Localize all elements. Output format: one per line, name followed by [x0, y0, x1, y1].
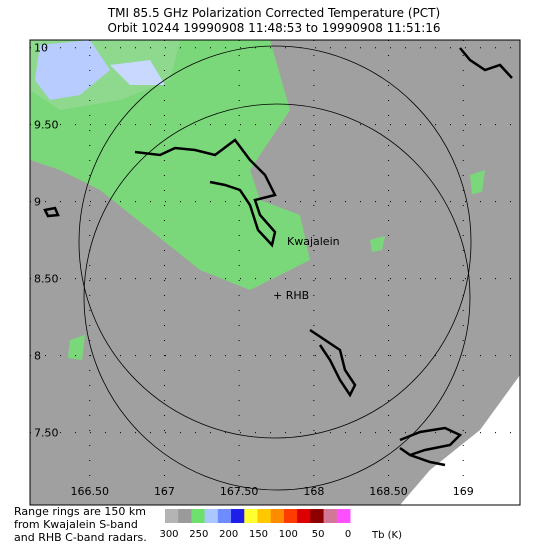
- place-label: Kwajalein: [287, 235, 340, 248]
- colorbar-title: Tb (K): [371, 530, 402, 541]
- lon-label: 168: [303, 485, 324, 498]
- map-area: Kwajalein + RHB: [29, 39, 521, 506]
- color-swatch: [270, 509, 285, 523]
- color-swatch: [336, 509, 351, 523]
- lon-label: 168.50: [369, 485, 408, 498]
- footnote: Range rings are 150 km: [14, 505, 146, 518]
- range-ring: [78, 45, 472, 439]
- color-swatch: [297, 509, 311, 523]
- rain-area: [470, 170, 485, 194]
- color-swatch: [217, 509, 232, 523]
- color-swatch: [257, 509, 272, 523]
- colorbar: 300 250 200 150 100 50 0 Tb (K): [159, 509, 402, 541]
- subtitle: Orbit 10244 19990908 11:48:53 to 1999090…: [107, 21, 440, 35]
- rain-area: [370, 236, 385, 252]
- lat-label: 8.50: [34, 273, 59, 286]
- color-swatch: [244, 509, 258, 523]
- graticule: 166.50 167 167.50 168 168.50 169 7.50 8 8.50 9 9.5…: [30, 40, 520, 505]
- cold-area: [110, 60, 165, 85]
- lon-label: 167: [154, 485, 175, 498]
- lon-label: 167.50: [220, 485, 259, 498]
- colorbar-label: 0: [345, 529, 351, 540]
- lon-label: 166.50: [71, 485, 110, 498]
- colorbar-label: 300: [159, 529, 178, 540]
- no-data: [400, 375, 520, 505]
- lon-label: 169: [453, 485, 474, 498]
- place-label: + RHB: [273, 289, 309, 302]
- title: TMI 85.5 GHz Polarization Corrected Temp…: [107, 6, 440, 20]
- color-swatch: [204, 509, 219, 523]
- colorbar-label: 50: [312, 529, 325, 540]
- islands: [43, 47, 513, 467]
- color-swatch: [191, 509, 206, 523]
- color-swatch: [165, 509, 179, 523]
- lat-label: 7.50: [34, 427, 59, 440]
- footnote: from Kwajalein S-band: [14, 518, 138, 531]
- color-swatch: [231, 509, 245, 523]
- colorbar-label: 150: [249, 529, 268, 540]
- cold-area: [35, 40, 110, 100]
- lat-label: 8: [34, 350, 41, 363]
- range-ring: [83, 103, 471, 491]
- color-swatch: [323, 509, 338, 523]
- lat-label: 9.50: [34, 119, 59, 132]
- colorbar-label: 100: [279, 529, 298, 540]
- color-swatch: [178, 509, 192, 523]
- lat-label: 9: [34, 196, 41, 209]
- rain-area: [68, 335, 85, 360]
- color-swatch: [283, 509, 298, 523]
- color-swatch: [310, 509, 325, 523]
- colorbar-label: 250: [189, 529, 208, 540]
- lat-label: 10: [34, 42, 48, 55]
- footnote: and RHB C-band radars.: [14, 531, 147, 544]
- frame: [29, 39, 521, 506]
- colorbar-label: 200: [219, 529, 238, 540]
